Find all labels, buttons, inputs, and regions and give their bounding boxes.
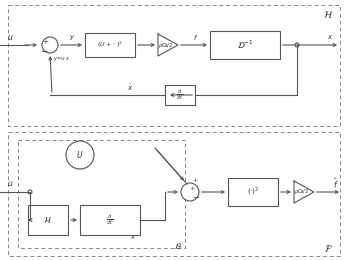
Circle shape — [295, 43, 299, 47]
Text: $x$: $x$ — [327, 33, 333, 41]
Text: $y$: $y$ — [69, 33, 75, 43]
Text: $u$: $u$ — [7, 33, 13, 43]
Text: $\dot{x}$: $\dot{x}$ — [127, 83, 133, 93]
Circle shape — [42, 37, 58, 53]
Polygon shape — [294, 181, 314, 203]
Circle shape — [28, 190, 32, 194]
Circle shape — [181, 183, 199, 201]
Text: $\mathcal{F}$: $\mathcal{F}$ — [324, 242, 332, 253]
Bar — [80, 205, 140, 235]
Text: $+$: $+$ — [189, 184, 195, 192]
Text: $+$: $+$ — [42, 38, 49, 46]
Text: $(\cdot)^2$: $(\cdot)^2$ — [247, 186, 259, 198]
Text: $\mathcal{H}$: $\mathcal{H}$ — [44, 215, 53, 225]
Bar — [210, 31, 280, 59]
Text: $\rho C_A\!/2$: $\rho C_A\!/2$ — [294, 187, 310, 197]
Bar — [85, 33, 135, 57]
Text: $A$: $A$ — [130, 233, 136, 241]
Bar — [28, 205, 68, 235]
Bar — [165, 85, 195, 105]
Text: $\rho C_A\!/2$: $\rho C_A\!/2$ — [158, 40, 174, 50]
Text: $f$: $f$ — [193, 33, 199, 41]
Text: $\frac{d}{dt}$: $\frac{d}{dt}$ — [176, 87, 184, 102]
Text: $-$: $-$ — [40, 45, 48, 55]
Text: $u$: $u$ — [7, 180, 13, 188]
Text: $(U+\cdot)^2$: $(U+\cdot)^2$ — [97, 40, 123, 50]
Bar — [18, 140, 185, 248]
Text: $\hat{f}$: $\hat{f}$ — [333, 177, 339, 191]
Text: $\mathcal{B}$: $\mathcal{B}$ — [174, 241, 182, 251]
Circle shape — [66, 141, 94, 169]
Text: $y\!=\!u\!\cdot\!x$: $y\!=\!u\!\cdot\!x$ — [53, 55, 71, 63]
Text: $\frac{d}{dt}$: $\frac{d}{dt}$ — [106, 212, 113, 227]
Bar — [228, 178, 278, 206]
Text: $+$: $+$ — [192, 176, 198, 184]
Text: $U$: $U$ — [76, 150, 84, 161]
Text: $\mathcal{D}^{-1}$: $\mathcal{D}^{-1}$ — [237, 39, 253, 51]
Text: $-$: $-$ — [192, 192, 200, 200]
Bar — [8, 132, 340, 256]
Text: $\mathcal{H}$: $\mathcal{H}$ — [323, 9, 333, 20]
Polygon shape — [158, 34, 178, 56]
Bar — [8, 5, 340, 126]
